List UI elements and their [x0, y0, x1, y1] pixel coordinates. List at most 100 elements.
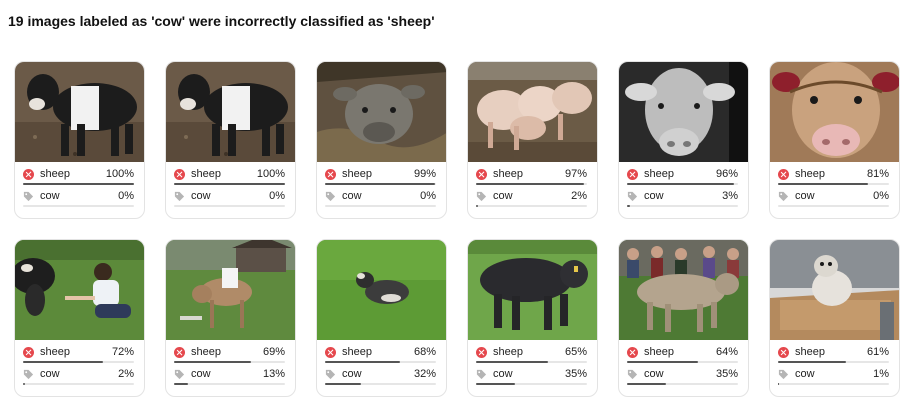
- predicted-class-row: sheep 68%: [323, 344, 440, 366]
- predicted-class-row: sheep 65%: [474, 344, 591, 366]
- predicted-class-label: sheep: [40, 168, 70, 180]
- x-circle-icon: [778, 169, 789, 180]
- image-card[interactable]: sheep 97% cow 2%: [467, 61, 598, 219]
- page-title: 19 images labeled as 'cow' were incorrec…: [8, 13, 435, 29]
- x-circle-icon: [174, 347, 185, 358]
- actual-class-label: cow: [191, 190, 211, 202]
- confidence-bar-fill: [325, 383, 361, 385]
- x-circle-icon: [476, 347, 487, 358]
- image-card[interactable]: sheep 61% cow 1%: [769, 239, 900, 397]
- calf-lying-grass-photo: [317, 240, 446, 340]
- actual-class-row: cow 0%: [172, 188, 289, 210]
- image-card[interactable]: sheep 64% cow 35%: [618, 239, 749, 397]
- actual-class-percent: 0%: [420, 190, 436, 202]
- belted-calf-photo: [15, 62, 144, 162]
- tag-icon: [325, 369, 336, 380]
- image-card[interactable]: sheep 99% cow 0%: [316, 61, 447, 219]
- image-card[interactable]: sheep 100% cow 0%: [165, 61, 296, 219]
- predicted-class-row: sheep 81%: [776, 166, 893, 188]
- actual-class-percent: 0%: [269, 190, 285, 202]
- pigs-in-pen-photo: [468, 62, 597, 162]
- predicted-class-label: sheep: [493, 346, 523, 358]
- x-circle-icon: [476, 169, 487, 180]
- confidence-bar-track: [476, 183, 587, 185]
- actual-class-row: cow 32%: [323, 366, 440, 388]
- image-grid: sheep 100% cow 0%: [14, 61, 902, 397]
- confidence-bar-fill: [627, 361, 699, 363]
- predicted-class-percent: 100%: [256, 168, 285, 180]
- predicted-class-row: sheep 72%: [21, 344, 138, 366]
- predicted-class-label: sheep: [644, 346, 674, 358]
- confidence-bar-track: [476, 205, 587, 207]
- predicted-class-percent: 97%: [564, 168, 587, 180]
- actual-class-label: cow: [644, 368, 664, 380]
- actual-class-percent: 0%: [118, 190, 134, 202]
- confidence-bar-track: [627, 183, 738, 185]
- tag-icon: [174, 191, 185, 202]
- confidence-bar-fill: [476, 205, 479, 207]
- boy-feeding-cow-photo: [15, 240, 144, 340]
- image-card[interactable]: sheep 69% cow 13%: [165, 239, 296, 397]
- actual-class-row: cow 2%: [474, 188, 591, 210]
- confidence-bar-track: [325, 383, 436, 385]
- predicted-class-label: sheep: [342, 168, 372, 180]
- actual-class-label: cow: [644, 190, 664, 202]
- actual-class-row: cow 0%: [323, 188, 440, 210]
- tag-icon: [627, 369, 638, 380]
- predicted-class-percent: 65%: [564, 346, 587, 358]
- predicted-class-label: sheep: [795, 168, 825, 180]
- image-card[interactable]: sheep 65% cow 35%: [467, 239, 598, 397]
- predicted-class-row: sheep 97%: [474, 166, 591, 188]
- confidence-bar-track: [23, 205, 134, 207]
- confidence-bar-track: [778, 205, 889, 207]
- actual-class-label: cow: [191, 368, 211, 380]
- confidence-bar-fill: [476, 361, 549, 363]
- actual-class-row: cow 0%: [776, 188, 893, 210]
- tag-icon: [174, 369, 185, 380]
- confidence-bar-fill: [325, 361, 401, 363]
- predicted-class-percent: 100%: [105, 168, 134, 180]
- image-card[interactable]: sheep 72% cow 2%: [14, 239, 145, 397]
- predicted-class-label: sheep: [191, 168, 221, 180]
- actual-class-row: cow 3%: [625, 188, 742, 210]
- bw-cow-face-photo: [619, 62, 748, 162]
- x-circle-icon: [325, 169, 336, 180]
- confidence-bar-fill: [778, 383, 780, 385]
- predicted-class-label: sheep: [342, 346, 372, 358]
- actual-class-percent: 1%: [873, 368, 889, 380]
- image-card[interactable]: sheep 96% cow 3%: [618, 61, 749, 219]
- tag-icon: [23, 191, 34, 202]
- predicted-class-percent: 99%: [413, 168, 436, 180]
- belted-calf-photo: [166, 62, 295, 162]
- confidence-bar-fill: [174, 383, 189, 385]
- actual-class-label: cow: [342, 190, 362, 202]
- confidence-bar-track: [23, 183, 134, 185]
- x-circle-icon: [23, 169, 34, 180]
- tag-icon: [627, 191, 638, 202]
- confidence-bar-track: [476, 383, 587, 385]
- x-circle-icon: [627, 347, 638, 358]
- confidence-bar-fill: [174, 361, 251, 363]
- confidence-bar-track: [325, 183, 436, 185]
- predicted-class-row: sheep 100%: [21, 166, 138, 188]
- image-card[interactable]: sheep 68% cow 32%: [316, 239, 447, 397]
- confidence-bar-fill: [23, 183, 134, 185]
- actual-class-percent: 2%: [571, 190, 587, 202]
- confidence-bar-track: [778, 361, 889, 363]
- actual-class-row: cow 35%: [625, 366, 742, 388]
- confidence-bar-track: [174, 383, 285, 385]
- image-card[interactable]: sheep 100% cow 0%: [14, 61, 145, 219]
- predicted-class-label: sheep: [795, 346, 825, 358]
- white-dog-table-photo: [770, 240, 899, 340]
- actual-class-label: cow: [342, 368, 362, 380]
- confidence-bar-track: [325, 361, 436, 363]
- dark-bull-photo: [468, 240, 597, 340]
- actual-class-percent: 35%: [564, 368, 587, 380]
- predicted-class-label: sheep: [40, 346, 70, 358]
- image-card[interactable]: sheep 81% cow 0%: [769, 61, 900, 219]
- predicted-class-percent: 68%: [413, 346, 436, 358]
- confidence-bar-fill: [476, 383, 515, 385]
- predicted-class-percent: 72%: [111, 346, 134, 358]
- brown-cow-crowd-photo: [619, 240, 748, 340]
- x-circle-icon: [778, 347, 789, 358]
